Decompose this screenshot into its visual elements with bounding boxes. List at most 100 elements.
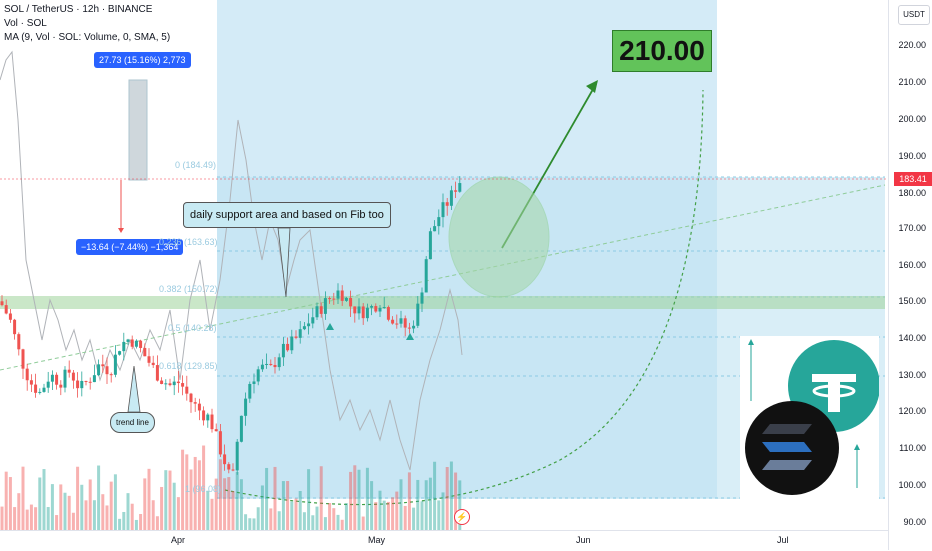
- candle-body: [382, 307, 386, 309]
- price-axis[interactable]: [888, 0, 932, 550]
- candle-body: [349, 297, 353, 307]
- volume-bar: [374, 502, 378, 530]
- volume-bar: [176, 497, 180, 530]
- candle-body: [302, 326, 306, 330]
- candle-body: [210, 414, 214, 430]
- volume-bar: [29, 504, 33, 530]
- volume-bar: [244, 514, 248, 530]
- candle-body: [67, 369, 71, 373]
- volume-bar: [202, 445, 206, 530]
- candle-body: [139, 340, 143, 348]
- volume-bar: [80, 484, 84, 530]
- measure-up-badge[interactable]: 27.73 (15.16%) 2,773: [94, 52, 191, 68]
- price-tick: 110.00: [899, 443, 926, 453]
- volume-bar: [357, 469, 361, 530]
- measure-box-up: [128, 79, 148, 181]
- volume-bar: [155, 516, 159, 530]
- trend-callout[interactable]: trend line: [110, 412, 155, 433]
- currency-button[interactable]: USDT: [898, 5, 930, 25]
- volume-bar: [391, 497, 395, 530]
- candle-body: [437, 217, 441, 227]
- candle-body: [298, 329, 302, 338]
- volume-bar: [88, 479, 92, 530]
- candle-body: [172, 381, 176, 386]
- volume-bar: [458, 480, 462, 530]
- candle-body: [319, 306, 323, 314]
- volume-bar: [260, 485, 264, 530]
- target-price-label[interactable]: 210.00: [612, 30, 712, 72]
- candle-body: [454, 190, 458, 192]
- candle-body: [0, 301, 4, 306]
- price-tick: 210.00: [898, 77, 926, 87]
- volume-bar: [412, 507, 416, 530]
- volume-bar: [399, 479, 403, 530]
- volume-bar: [269, 508, 273, 530]
- volume-bar: [349, 471, 353, 530]
- candle-body: [231, 469, 235, 471]
- volume-bar: [38, 477, 42, 530]
- time-axis[interactable]: [0, 530, 888, 551]
- volume-bar: [424, 480, 428, 530]
- volume-bar: [286, 481, 290, 530]
- volume-bar: [139, 514, 143, 530]
- volume-bar: [290, 501, 294, 530]
- candle-body: [143, 347, 147, 357]
- fib-level-382: 0.382 (150.72): [159, 284, 218, 294]
- volume-bar: [46, 507, 50, 530]
- volume-bar: [449, 461, 453, 530]
- volume-bar: [218, 459, 222, 530]
- volume-bar: [126, 493, 130, 530]
- price-tick: 100.00: [898, 480, 926, 490]
- candle-body: [197, 403, 201, 411]
- volume-bar: [454, 472, 458, 530]
- volume-bar: [315, 506, 319, 530]
- candle-body: [126, 339, 130, 342]
- current-price-tag: 183.41: [894, 172, 932, 186]
- volume-bar: [223, 478, 227, 530]
- volume-bar: [252, 518, 256, 530]
- lightning-icon[interactable]: ⚡: [454, 509, 470, 525]
- time-tick: May: [368, 535, 386, 545]
- candle-body: [433, 226, 437, 232]
- candle-body: [357, 306, 361, 314]
- candle-body: [281, 343, 285, 358]
- price-tick: 120.00: [898, 406, 926, 416]
- candle-body: [55, 374, 59, 385]
- volume-bar: [428, 477, 432, 530]
- volume-bar: [328, 503, 332, 530]
- candle-body: [399, 318, 403, 324]
- candle-body: [336, 290, 340, 299]
- volume-bar: [97, 465, 101, 530]
- candle-body: [416, 303, 420, 326]
- volume-bar: [185, 454, 189, 530]
- measure-down-badge[interactable]: −13.64 (−7.44%) −1,364: [76, 239, 184, 255]
- fib-level-236: 0.236 (163.63): [159, 237, 218, 247]
- price-tick: 130.00: [898, 370, 926, 380]
- candle-body: [17, 334, 21, 350]
- candle-body: [370, 306, 374, 308]
- ma-legend: MA (9, Vol · SOL: Volume, 0, SMA, 5): [4, 32, 171, 43]
- candle-body: [365, 307, 369, 319]
- support-circle: [448, 176, 550, 298]
- candle-body: [8, 313, 12, 320]
- volume-bar: [433, 461, 437, 530]
- candle-body: [92, 375, 96, 383]
- volume-bar: [407, 472, 411, 530]
- candle-body: [84, 380, 88, 382]
- volume-ma-line: [0, 50, 463, 471]
- candle-body: [458, 183, 462, 192]
- support-callout[interactable]: daily support area and based on Fib too: [183, 202, 391, 228]
- volume-bar: [403, 505, 407, 530]
- volume-bar: [365, 467, 369, 530]
- time-tick: Apr: [171, 535, 186, 545]
- volume-bar: [378, 490, 382, 530]
- volume-bar: [353, 465, 357, 530]
- volume-bar: [206, 490, 210, 530]
- candle-body: [328, 298, 332, 300]
- price-tick: 190.00: [898, 151, 926, 161]
- volume-bar: [25, 509, 29, 530]
- candle-body: [248, 383, 252, 399]
- volume-bar: [386, 501, 390, 530]
- candle-body: [353, 306, 357, 314]
- candle-body: [252, 381, 256, 384]
